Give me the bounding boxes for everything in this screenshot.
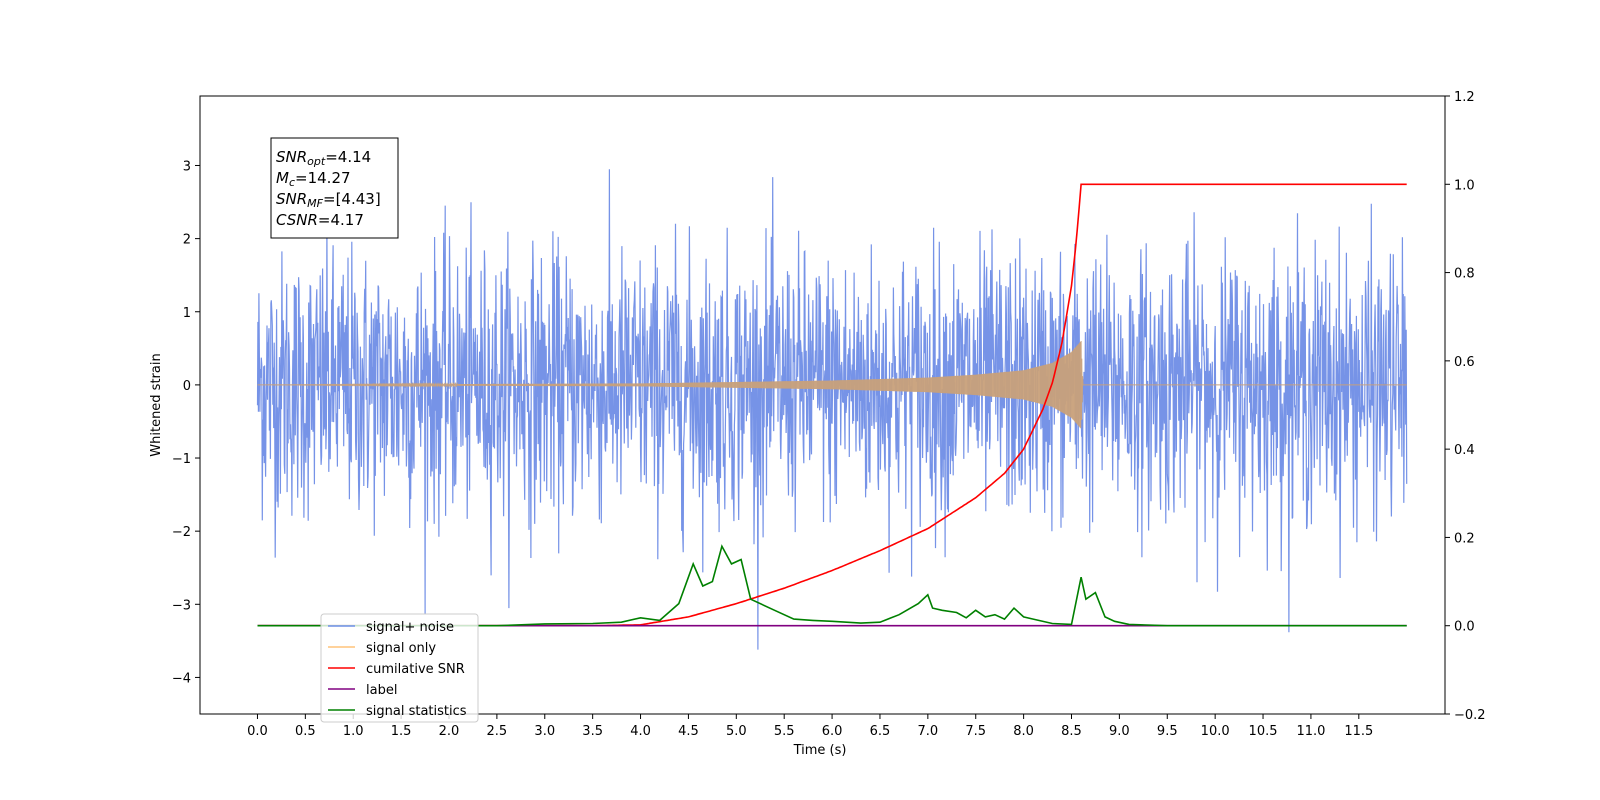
x-tick-label: 11.5 <box>1344 724 1373 739</box>
x-tick-label: 0.5 <box>295 724 316 739</box>
legend-label: signal statistics <box>366 704 467 719</box>
right-y-tick-label: −0.2 <box>1454 708 1486 723</box>
right-y-tick-label: 0.2 <box>1454 531 1475 546</box>
annotation-line: Mc=14.27 <box>276 169 351 189</box>
x-tick-label: 7.0 <box>918 724 939 739</box>
series-signal-only-line <box>257 340 1407 429</box>
left-y-tick-label: −3 <box>172 598 191 613</box>
left-y-tick-label: 3 <box>183 159 191 174</box>
legend: signal+ noise signal only cumilative SNR la… <box>320 613 479 723</box>
legend-label: label <box>366 683 397 698</box>
legend-frame <box>320 613 479 723</box>
x-tick-label: 9.5 <box>1157 724 1178 739</box>
x-tick-label: 3.5 <box>582 724 603 739</box>
right-y-tick-label: 0.6 <box>1454 355 1475 370</box>
right-y-tick-label: 0.4 <box>1454 443 1475 458</box>
series-signal-noise-line <box>256 169 1408 650</box>
plot-area <box>256 169 1408 650</box>
left-y-axis: 3 2 1 0 −1 −2 −3 −4 <box>172 159 200 686</box>
x-tick-label: 5.0 <box>726 724 747 739</box>
x-tick-label: 11.0 <box>1296 724 1325 739</box>
x-tick-label: 1.5 <box>391 724 412 739</box>
right-y-tick-label: 0.0 <box>1454 620 1475 635</box>
x-tick-label: 2.5 <box>487 724 508 739</box>
x-axis-label: Time (s) <box>793 743 847 758</box>
x-tick-label: 4.5 <box>678 724 699 739</box>
x-tick-label: 10.0 <box>1201 724 1230 739</box>
legend-label: signal+ noise <box>366 620 454 635</box>
legend-label: cumilative SNR <box>366 662 465 677</box>
x-tick-label: 9.0 <box>1109 724 1130 739</box>
annotation-line: CSNR=4.17 <box>276 211 364 229</box>
right-y-tick-label: 0.8 <box>1454 267 1475 282</box>
x-tick-label: 0.0 <box>247 724 268 739</box>
right-y-tick-label: 1.2 <box>1454 90 1475 105</box>
left-y-tick-label: −4 <box>172 671 191 686</box>
annotation-line: SNRMF=[4.43] <box>276 190 381 210</box>
annotation-frame <box>270 137 399 239</box>
x-tick-label: 1.0 <box>343 724 364 739</box>
left-y-tick-label: −2 <box>172 525 191 540</box>
left-y-tick-label: 1 <box>183 306 191 321</box>
x-tick-label: 5.5 <box>774 724 795 739</box>
x-tick-label: 4.0 <box>630 724 651 739</box>
x-tick-label: 10.5 <box>1249 724 1278 739</box>
x-tick-label: 8.5 <box>1061 724 1082 739</box>
right-y-axis: 1.2 1.0 0.8 0.6 0.4 0.2 0.0 −0.2 <box>1445 90 1486 723</box>
x-tick-label: 8.0 <box>1013 724 1034 739</box>
x-tick-label: 3.0 <box>534 724 555 739</box>
y-axis-label: Whitened strain <box>149 353 164 456</box>
left-y-tick-label: −1 <box>172 452 191 467</box>
x-tick-label: 6.5 <box>870 724 891 739</box>
left-y-tick-label: 0 <box>183 379 191 394</box>
series-signal-statistics-line <box>257 544 1407 627</box>
annotation-line: SNRopt=4.14 <box>276 148 371 168</box>
x-tick-label: 2.0 <box>439 724 460 739</box>
left-y-tick-label: 2 <box>183 233 191 248</box>
right-y-tick-label: 1.0 <box>1454 178 1475 193</box>
x-axis: 0.0 0.5 1.0 1.5 2.0 2.5 3.0 3.5 4.0 4.5 5.0 5.5 6.0 6… <box>247 714 1373 739</box>
plot-frame <box>199 95 1446 715</box>
legend-label: signal only <box>366 641 436 656</box>
x-tick-label: 6.0 <box>822 724 843 739</box>
x-tick-label: 7.5 <box>965 724 986 739</box>
